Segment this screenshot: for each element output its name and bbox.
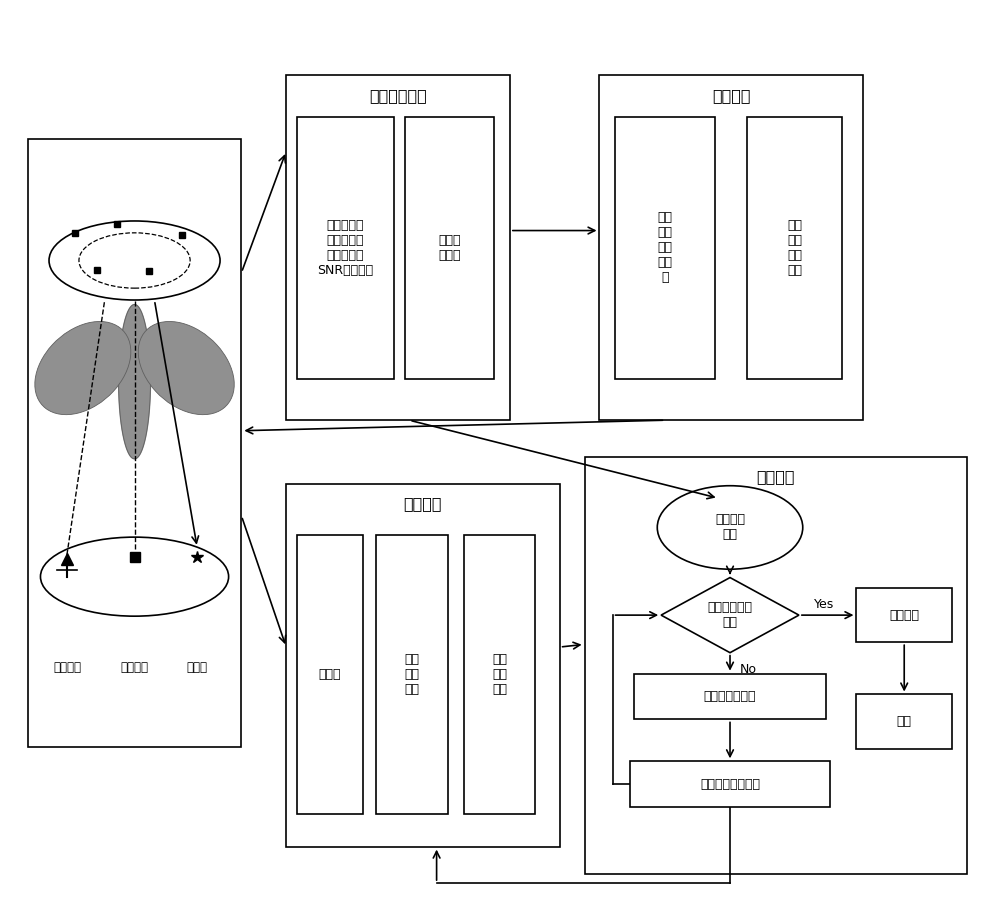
Text: 结束: 结束 bbox=[897, 715, 912, 728]
Text: 干扰抑制: 干扰抑制 bbox=[404, 496, 442, 511]
Text: 选择、交叉、变异: 选择、交叉、变异 bbox=[700, 778, 760, 791]
Bar bbox=[615, 117, 715, 379]
Text: 方向图: 方向图 bbox=[319, 667, 341, 681]
Bar bbox=[634, 674, 826, 719]
Text: 频谱判决: 频谱判决 bbox=[712, 88, 750, 103]
Bar bbox=[405, 117, 494, 379]
Text: 是否满足迭代
次数: 是否满足迭代 次数 bbox=[708, 601, 753, 629]
Bar bbox=[856, 695, 952, 749]
Text: 产生初始
种群: 产生初始 种群 bbox=[715, 513, 745, 541]
Text: 目标信号增强: 目标信号增强 bbox=[369, 88, 427, 103]
Text: 干扰信号: 干扰信号 bbox=[53, 661, 81, 675]
Text: 感知
信号
与门
限比
较: 感知 信号 与门 限比 较 bbox=[658, 211, 673, 284]
Text: 信关站: 信关站 bbox=[187, 661, 208, 675]
Bar bbox=[297, 534, 363, 814]
Text: 算法流程: 算法流程 bbox=[757, 469, 795, 484]
Polygon shape bbox=[119, 305, 150, 459]
Bar bbox=[28, 139, 241, 747]
Ellipse shape bbox=[35, 321, 131, 415]
Ellipse shape bbox=[657, 486, 803, 569]
Bar bbox=[630, 761, 830, 807]
Ellipse shape bbox=[138, 321, 234, 415]
Text: 计算个体适应值: 计算个体适应值 bbox=[704, 690, 756, 703]
Text: 信干
噪比
计算: 信干 噪比 计算 bbox=[492, 653, 507, 696]
Text: 零陷
增益
优化: 零陷 增益 优化 bbox=[404, 653, 419, 696]
Ellipse shape bbox=[40, 537, 229, 616]
Text: 单星检测时
检测概率、
虚警概率与
SNR关系推算: 单星检测时 检测概率、 虚警概率与 SNR关系推算 bbox=[317, 219, 374, 277]
Bar bbox=[376, 534, 448, 814]
Ellipse shape bbox=[49, 221, 220, 300]
Text: 正确
检测
概率
评估: 正确 检测 概率 评估 bbox=[787, 219, 802, 277]
Bar bbox=[856, 588, 952, 642]
Text: 输出结果: 输出结果 bbox=[889, 609, 919, 622]
Text: 主瓣增
益推算: 主瓣增 益推算 bbox=[438, 234, 461, 262]
Bar bbox=[286, 484, 560, 846]
Bar bbox=[747, 117, 842, 379]
Text: No: No bbox=[739, 663, 756, 676]
Bar bbox=[464, 534, 535, 814]
Text: Yes: Yes bbox=[814, 598, 834, 611]
Bar bbox=[286, 76, 510, 420]
Bar bbox=[599, 76, 863, 420]
Bar bbox=[585, 456, 967, 874]
Polygon shape bbox=[661, 578, 799, 653]
Bar bbox=[297, 117, 394, 379]
Text: 目标信号: 目标信号 bbox=[121, 661, 149, 675]
